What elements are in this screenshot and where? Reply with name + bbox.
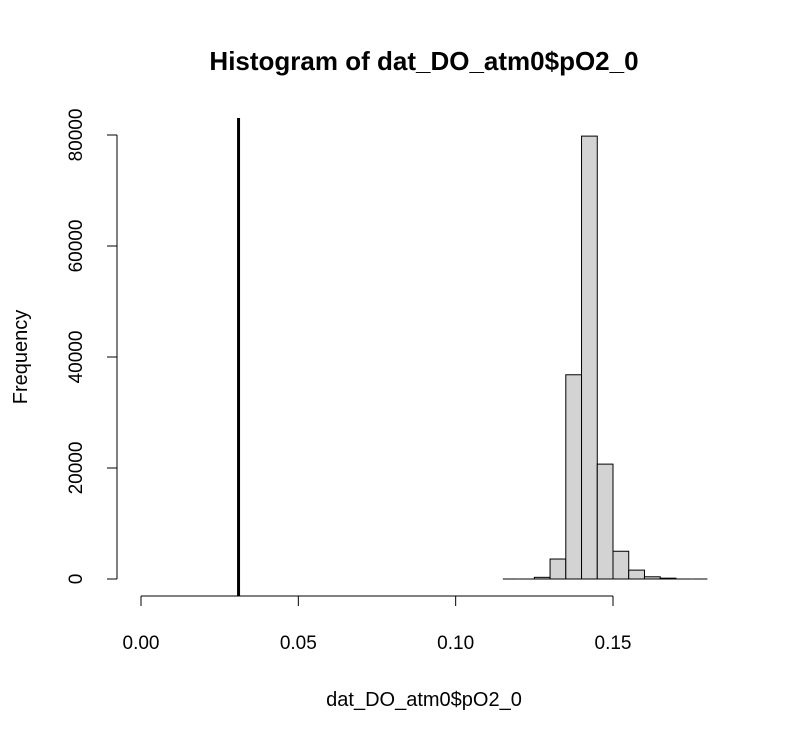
histogram-bar (628, 569, 645, 580)
histogram-bar (533, 576, 551, 580)
y-tick-label: 60000 (66, 220, 87, 273)
x-tick-label: 0.15 (595, 633, 632, 654)
y-tick-label: 0 (66, 574, 87, 585)
x-tick-label: 0.00 (123, 633, 160, 654)
histogram-bar (643, 576, 661, 580)
y-tick-label: 80000 (66, 109, 87, 162)
histogram-bar (581, 135, 598, 580)
y-tick-label: 40000 (66, 331, 87, 384)
x-axis: 0.00 0.05 0.10 0.15 (123, 595, 632, 654)
histogram-bar (549, 558, 567, 580)
histogram-bar (596, 463, 614, 580)
histogram-bars (502, 135, 708, 580)
y-axis: 0 20000 40000 60000 80000 (66, 109, 118, 585)
y-axis-label: Frequency (10, 310, 32, 405)
x-axis-label: dat_DO_atm0$pO2_0 (326, 689, 522, 711)
chart-title: Histogram of dat_DO_atm0$pO2_0 (209, 46, 638, 76)
x-tick-label: 0.10 (437, 633, 474, 654)
x-tick-label: 0.05 (280, 633, 317, 654)
histogram-bar (612, 550, 630, 580)
histogram-bar (565, 374, 583, 580)
histogram-bar (659, 577, 677, 580)
y-tick-label: 20000 (66, 442, 87, 495)
